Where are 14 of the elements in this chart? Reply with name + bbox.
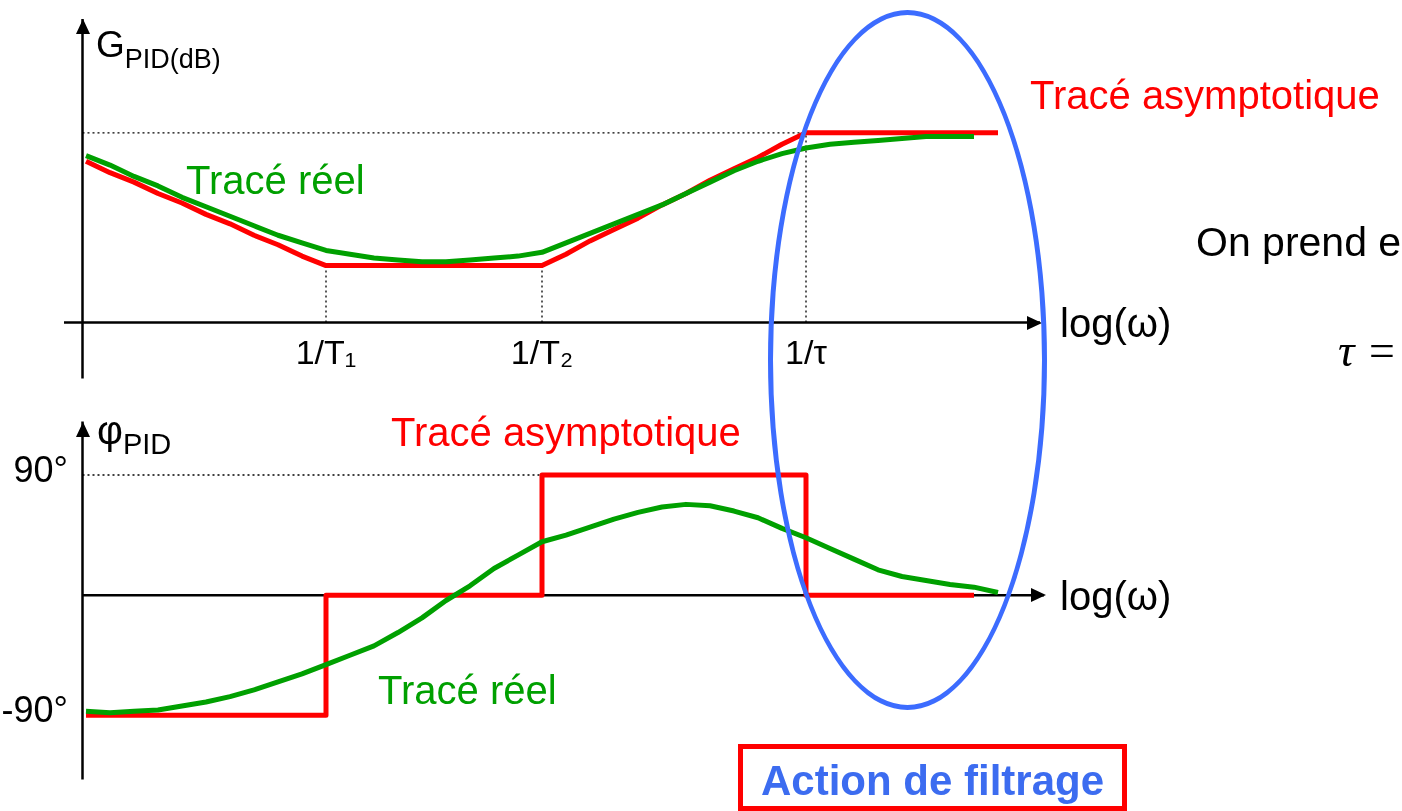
series-label: Tracé réel <box>378 668 557 712</box>
series-label: Tracé réel <box>186 158 365 202</box>
x-tick-label: 1/T₁ <box>295 333 357 372</box>
y-tick-label: 90° <box>13 449 68 491</box>
x-axis-title: log(ω) <box>1060 574 1172 619</box>
series-label: Tracé asymptotique <box>1030 73 1380 117</box>
x-tick-label: 1/τ <box>785 333 828 372</box>
text: τ = <box>1338 325 1398 376</box>
x-axis-title: log(ω) <box>1060 300 1172 345</box>
series-label: Tracé asymptotique <box>391 410 741 454</box>
y-tick-label: -90° <box>1 689 68 731</box>
annotation: Action de filtrage <box>761 757 1105 804</box>
text: On prend e <box>1196 219 1402 265</box>
x-tick-label: 1/T₂ <box>510 333 574 372</box>
